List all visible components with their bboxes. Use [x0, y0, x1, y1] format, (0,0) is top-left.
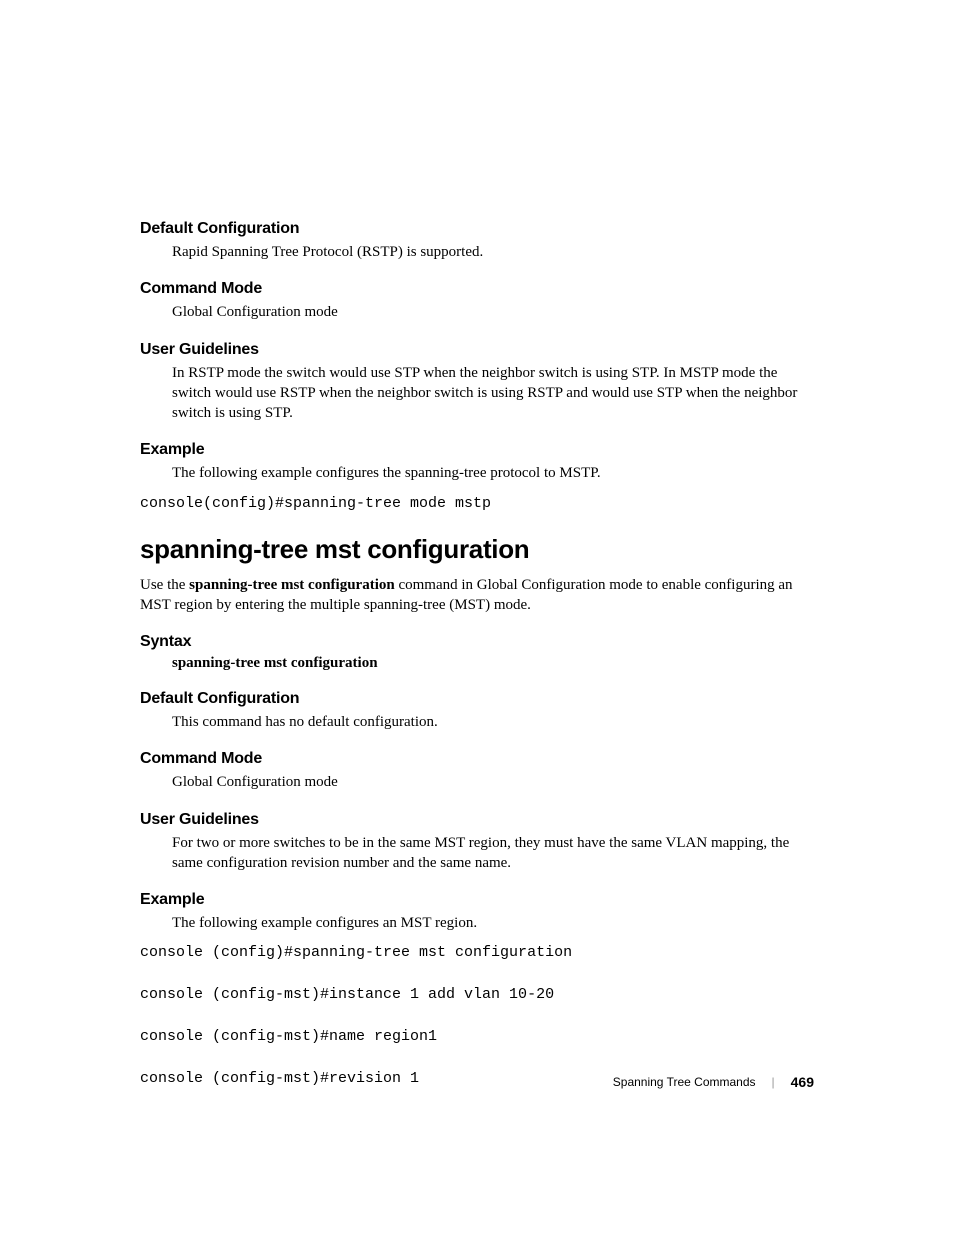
example-code-2-line-2: console (config-mst)#instance 1 add vlan…: [140, 983, 814, 1007]
intro-prefix: Use the: [140, 577, 189, 593]
page-footer: Spanning Tree Commands | 469: [613, 1074, 814, 1090]
page-number: 469: [791, 1074, 814, 1090]
example-heading-2: Example: [140, 891, 814, 909]
default-configuration-heading-2: Default Configuration: [140, 690, 814, 708]
command-mode-body-1: Global Configuration mode: [172, 302, 814, 322]
example-heading-1: Example: [140, 441, 814, 459]
example-code-2-line-1: console (config)#spanning-tree mst confi…: [140, 941, 814, 965]
page-content: Default Configuration Rapid Spanning Tre…: [0, 0, 954, 1091]
intro-bold: spanning-tree mst configuration: [189, 577, 395, 593]
default-configuration-heading-1: Default Configuration: [140, 220, 814, 238]
user-guidelines-body-2: For two or more switches to be in the sa…: [172, 833, 814, 874]
default-configuration-body-1: Rapid Spanning Tree Protocol (RSTP) is s…: [172, 242, 814, 262]
command-mode-heading-2: Command Mode: [140, 750, 814, 768]
user-guidelines-body-1: In RSTP mode the switch would use STP wh…: [172, 363, 814, 424]
main-title: spanning-tree mst configuration: [140, 534, 814, 565]
user-guidelines-heading-2: User Guidelines: [140, 811, 814, 829]
command-mode-heading-1: Command Mode: [140, 280, 814, 298]
example-body-1: The following example configures the spa…: [172, 463, 814, 483]
default-configuration-body-2: This command has no default configuratio…: [172, 712, 814, 732]
example-code-2-line-3: console (config-mst)#name region1: [140, 1025, 814, 1049]
example-body-2: The following example configures an MST …: [172, 913, 814, 933]
intro-paragraph: Use the spanning-tree mst configuration …: [140, 575, 814, 616]
footer-section-name: Spanning Tree Commands: [613, 1075, 756, 1089]
command-mode-body-2: Global Configuration mode: [172, 772, 814, 792]
user-guidelines-heading-1: User Guidelines: [140, 341, 814, 359]
example-code-1: console(config)#spanning-tree mode mstp: [140, 492, 814, 516]
syntax-heading: Syntax: [140, 633, 814, 651]
footer-divider: |: [772, 1075, 775, 1089]
syntax-body: spanning-tree mst configuration: [172, 655, 814, 672]
